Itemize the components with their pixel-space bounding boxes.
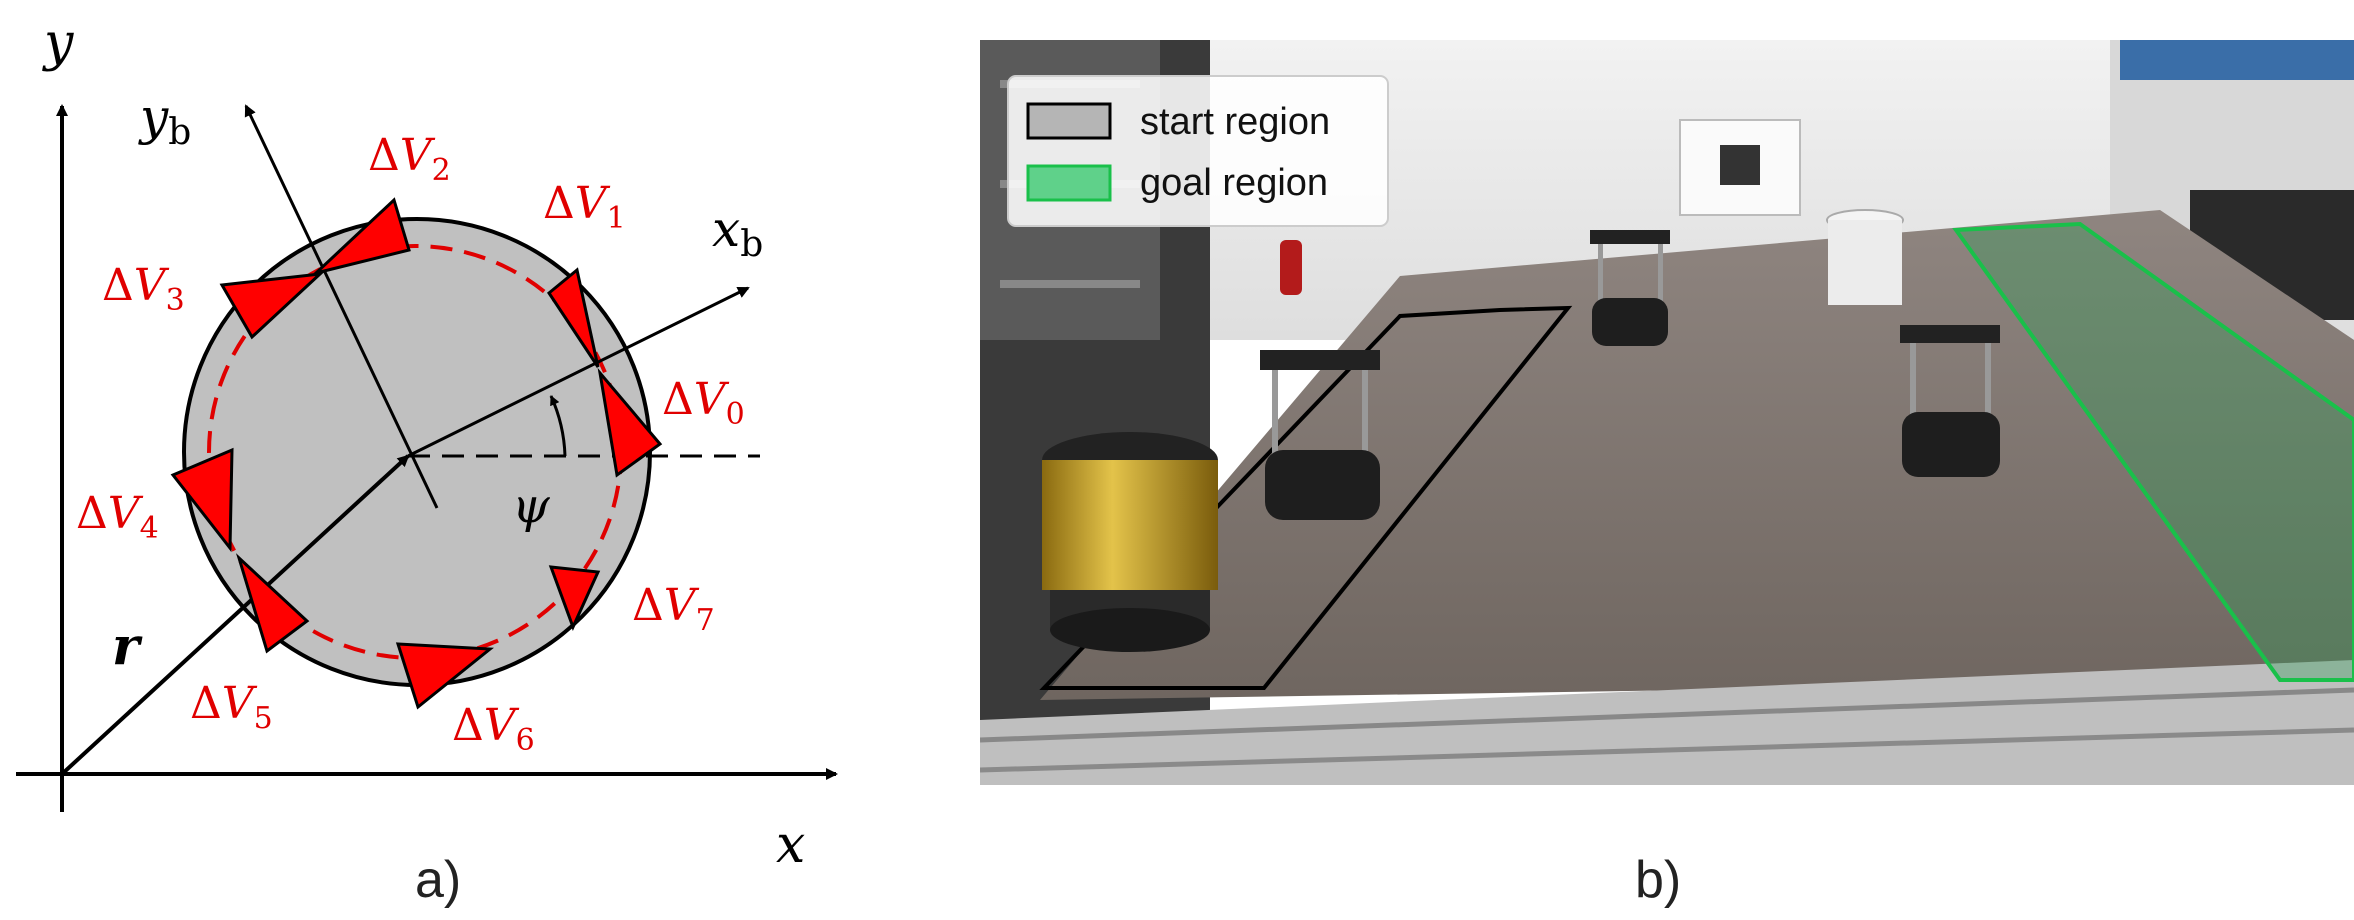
shelf-bar-3 (1000, 280, 1140, 288)
robot-3 (1900, 325, 2000, 477)
legend-swatch-goal (1026, 164, 1112, 202)
thruster-label-3: ΔV3 (102, 260, 185, 318)
xb-axis (407, 286, 750, 458)
thruster-diagram: y x yb xb r ψ ΔV0 ΔV1 ΔV2 ΔV3 ΔV4 ΔV5 ΔV… (0, 0, 900, 916)
xb-axis-label: xb (712, 200, 763, 265)
fire-extinguisher (1280, 240, 1302, 295)
thruster-label-6: ΔV6 (452, 700, 535, 758)
robot-white (1826, 209, 1904, 305)
frame-rail-1 (980, 687, 2354, 743)
frame-rail-2 (980, 727, 2354, 773)
thruster-label-7: ΔV7 (632, 580, 715, 638)
thruster-label-2: ΔV2 (368, 130, 451, 188)
psi-label: ψ (512, 478, 551, 534)
x-axis-label: x (776, 815, 805, 875)
caption-a: a) (415, 851, 462, 909)
thruster-3 (219, 272, 325, 340)
goal-region (1952, 221, 2354, 682)
psi-arc (549, 395, 567, 457)
lab-photo: start region goal region (980, 40, 2354, 785)
table-floor (1040, 210, 2354, 700)
start-region (1039, 305, 1573, 690)
thruster-7 (548, 565, 601, 631)
yb-axis (244, 104, 439, 509)
thruster-5 (235, 553, 310, 654)
thruster-label-5: ΔV5 (190, 678, 273, 736)
thruster-2 (310, 197, 411, 276)
thruster-0 (597, 367, 663, 478)
right-shelf-bins (2120, 40, 2354, 80)
wall-marker-icon (1720, 145, 1760, 185)
legend-swatch-start (1026, 102, 1112, 140)
lab-scene-svg: start region goal region (980, 40, 2354, 785)
legend-label-goal: goal region (1140, 162, 1328, 204)
legend-label-start: start region (1140, 101, 1330, 143)
thruster-label-0: ΔV0 (662, 374, 745, 432)
legend: start region goal region (1007, 75, 1389, 227)
table-frame (980, 660, 2354, 785)
thruster-label-4: ΔV4 (76, 488, 159, 546)
y-axis-label: y (42, 13, 74, 73)
robot-1 (1260, 350, 1380, 520)
caption-b: b) (1635, 851, 1682, 909)
thruster-6 (395, 642, 494, 710)
yb-axis-label: yb (138, 88, 191, 153)
position-vector-r (60, 454, 410, 776)
thruster-label-1: ΔV1 (543, 178, 626, 236)
thruster-4 (170, 447, 234, 553)
robot-2 (1590, 230, 1670, 346)
position-vector-label: r (112, 616, 143, 677)
thruster-diagram-svg: y x yb xb r ψ ΔV0 ΔV1 ΔV2 ΔV3 ΔV4 ΔV5 ΔV… (16, 13, 838, 875)
robot-gold (1042, 432, 1218, 652)
thruster-1 (547, 267, 600, 368)
